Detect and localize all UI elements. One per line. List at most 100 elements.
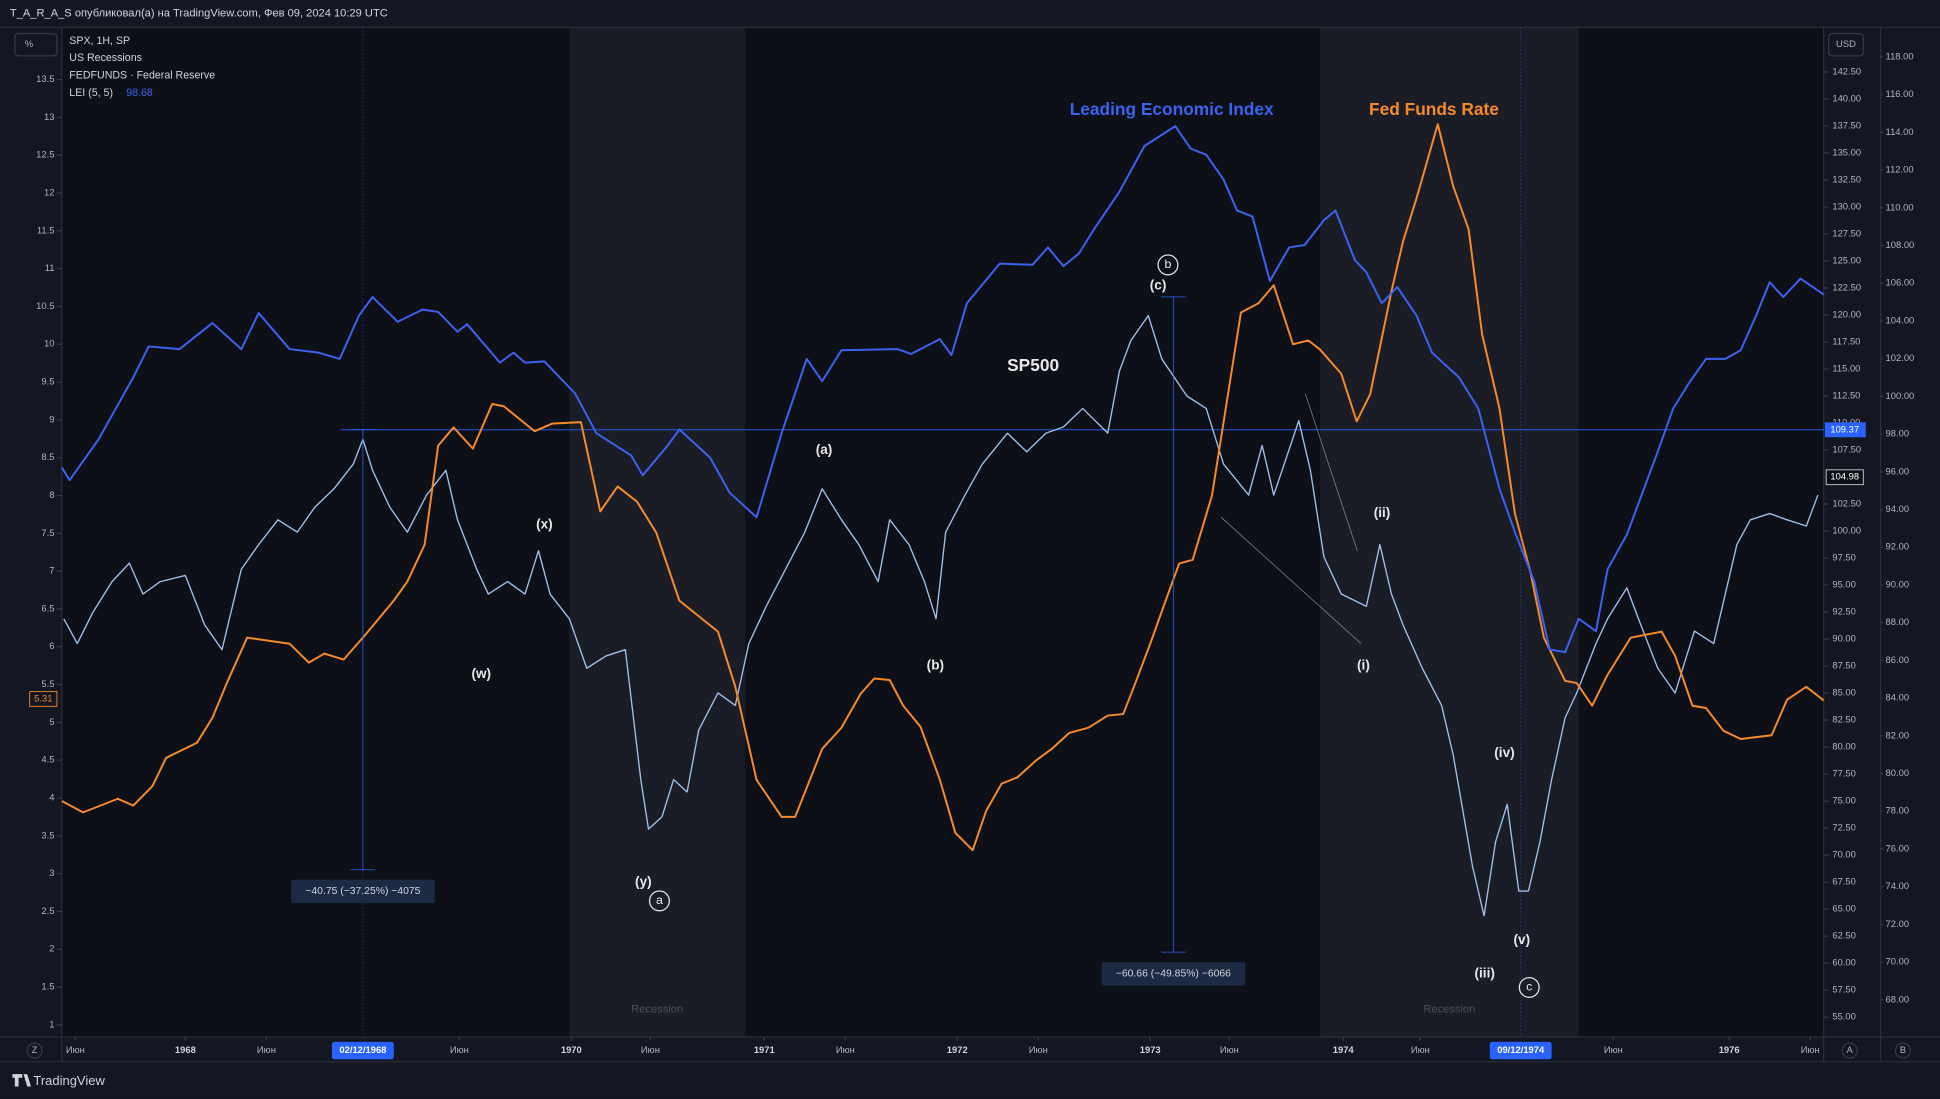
y-tick-label: 5.5 xyxy=(41,678,54,689)
series-label: Leading Economic Index xyxy=(1070,99,1274,119)
y3-tick-label: 78.00 xyxy=(1886,805,1909,816)
button-label: A xyxy=(1847,1044,1854,1055)
legend: SPX, 1H, SP US Recessions FEDFUNDS · Fed… xyxy=(69,35,215,99)
x-tick-label: 1972 xyxy=(947,1044,968,1055)
y3-tick-label: 84.00 xyxy=(1886,692,1909,703)
y-tick-label: 4.5 xyxy=(41,754,54,765)
y2-tick-label: 90.00 xyxy=(1832,633,1855,644)
y2-tick-label: 107.50 xyxy=(1832,444,1861,455)
x-tick-label: Июн xyxy=(1801,1044,1820,1055)
y2-tick-label: 102.50 xyxy=(1832,498,1861,509)
recession-band xyxy=(569,27,745,1037)
y3-tick-label: 98.00 xyxy=(1886,428,1909,439)
measure-box xyxy=(291,879,435,904)
y-tick-label: 1.5 xyxy=(41,981,54,992)
marks-layer xyxy=(350,296,1186,953)
crosshair-x-box xyxy=(331,1041,394,1060)
y2-tick-label: 75.00 xyxy=(1832,795,1855,806)
series-label: SP500 xyxy=(1007,355,1059,375)
y-tick-label: 1 xyxy=(49,1018,54,1029)
bands-layer xyxy=(569,27,1579,1037)
y-tick-label: 9 xyxy=(49,413,54,424)
x-tick-label: Июн xyxy=(836,1044,855,1055)
y2-tick-label: 137.50 xyxy=(1832,119,1861,130)
y3-tick-label: 90.00 xyxy=(1886,578,1909,589)
y2-tick-label: 92.50 xyxy=(1832,606,1855,617)
y-tick-label: 9.5 xyxy=(41,376,54,387)
y2-tick-label: 95.00 xyxy=(1832,579,1855,590)
unit-button[interactable] xyxy=(1828,32,1864,57)
y2-tick-label: 62.50 xyxy=(1832,930,1855,941)
y2-tick-label: 120.00 xyxy=(1832,308,1861,319)
wave-label: (ii) xyxy=(1374,505,1391,520)
y2-tick-label: 115.00 xyxy=(1832,362,1860,373)
y2-tick-label: 127.50 xyxy=(1832,227,1861,238)
price-label: 5.31 xyxy=(34,692,52,703)
y2-tick-label: 60.00 xyxy=(1832,957,1855,968)
y-tick-label: 12 xyxy=(44,186,54,197)
crosshair-x-box xyxy=(1489,1041,1552,1060)
y-tick-label: 6 xyxy=(49,640,54,651)
right-unit: USD xyxy=(1836,38,1856,49)
y2-tick-label: 125.00 xyxy=(1832,254,1861,265)
y2-tick-label: 67.50 xyxy=(1832,876,1855,887)
logo xyxy=(12,1074,31,1087)
legend-entry[interactable]: SPX, 1H, SP xyxy=(69,35,130,47)
y-tick-label: 11.5 xyxy=(37,224,55,235)
y3-tick-label: 86.00 xyxy=(1886,654,1909,665)
y3-tick-label: 70.00 xyxy=(1886,956,1909,967)
recession-band xyxy=(1320,27,1579,1037)
y3-tick-label: 118.00 xyxy=(1886,50,1914,61)
legend-entry[interactable]: FEDFUNDS · Federal Reserve xyxy=(69,69,215,81)
scale-button[interactable] xyxy=(1841,1042,1858,1059)
series-label: Fed Funds Rate xyxy=(1369,99,1499,119)
y3-tick-label: 104.00 xyxy=(1886,314,1915,325)
y2-tick-label: 82.50 xyxy=(1832,714,1855,725)
y2-tick-label: 97.50 xyxy=(1832,552,1855,563)
y2-tick-label: 135.00 xyxy=(1832,146,1861,157)
brand: TradingView xyxy=(33,1073,105,1088)
x-tick-label: Июн xyxy=(1604,1044,1623,1055)
y-tick-label: 3 xyxy=(49,867,54,878)
legend-entry[interactable]: LEI (5, 5) xyxy=(69,87,113,99)
y-tick-label: 8 xyxy=(49,489,54,500)
y-tick-label: 7.5 xyxy=(41,527,54,538)
y3-tick-label: 92.00 xyxy=(1886,541,1909,552)
y2-tick-label: 130.00 xyxy=(1832,200,1861,211)
left-unit: % xyxy=(25,38,34,49)
y3-tick-label: 82.00 xyxy=(1886,729,1909,740)
wave-line xyxy=(1304,393,1358,551)
y3-tick-label: 68.00 xyxy=(1886,993,1909,1004)
y3-tick-label: 80.00 xyxy=(1886,767,1909,778)
y3-tick-label: 106.00 xyxy=(1886,277,1915,288)
wave-line xyxy=(1220,517,1362,644)
x-tick-label: 1971 xyxy=(754,1044,775,1055)
y2-tick-label: 100.00 xyxy=(1832,525,1861,536)
x-tick-label: 1973 xyxy=(1140,1044,1161,1055)
y2-tick-label: 132.50 xyxy=(1832,173,1861,184)
button-label: B xyxy=(1900,1044,1906,1055)
legend-entry[interactable]: US Recessions xyxy=(69,52,142,64)
unit-button[interactable] xyxy=(14,32,58,57)
wave-circle xyxy=(648,890,670,912)
scale-button[interactable] xyxy=(1894,1042,1911,1059)
series-line xyxy=(61,123,1825,852)
x-tick-label: Июн xyxy=(1220,1044,1239,1055)
crosshair-y-label: 109.37 xyxy=(1830,423,1859,434)
y3-tick-label: 112.00 xyxy=(1886,164,1914,175)
y-tick-label: 10.5 xyxy=(36,300,54,311)
footer: TradingView xyxy=(12,1073,105,1088)
wave-label: (x) xyxy=(536,516,553,531)
y2-tick-label: 72.50 xyxy=(1832,822,1855,833)
y3-tick-label: 74.00 xyxy=(1886,880,1909,891)
legend-value: 98.68 xyxy=(126,87,153,99)
labels-layer: Recession Recession11.522.533.544.555.566… xyxy=(29,50,1915,1060)
y3-tick-label: 100.00 xyxy=(1886,390,1915,401)
y2-tick-label: 122.50 xyxy=(1832,281,1861,292)
button-label: Z xyxy=(32,1044,38,1055)
crosshair-y-box xyxy=(1824,422,1866,438)
y3-tick-label: 94.00 xyxy=(1886,503,1909,514)
y3-tick-label: 102.00 xyxy=(1886,352,1915,363)
scale-button[interactable] xyxy=(26,1042,43,1059)
